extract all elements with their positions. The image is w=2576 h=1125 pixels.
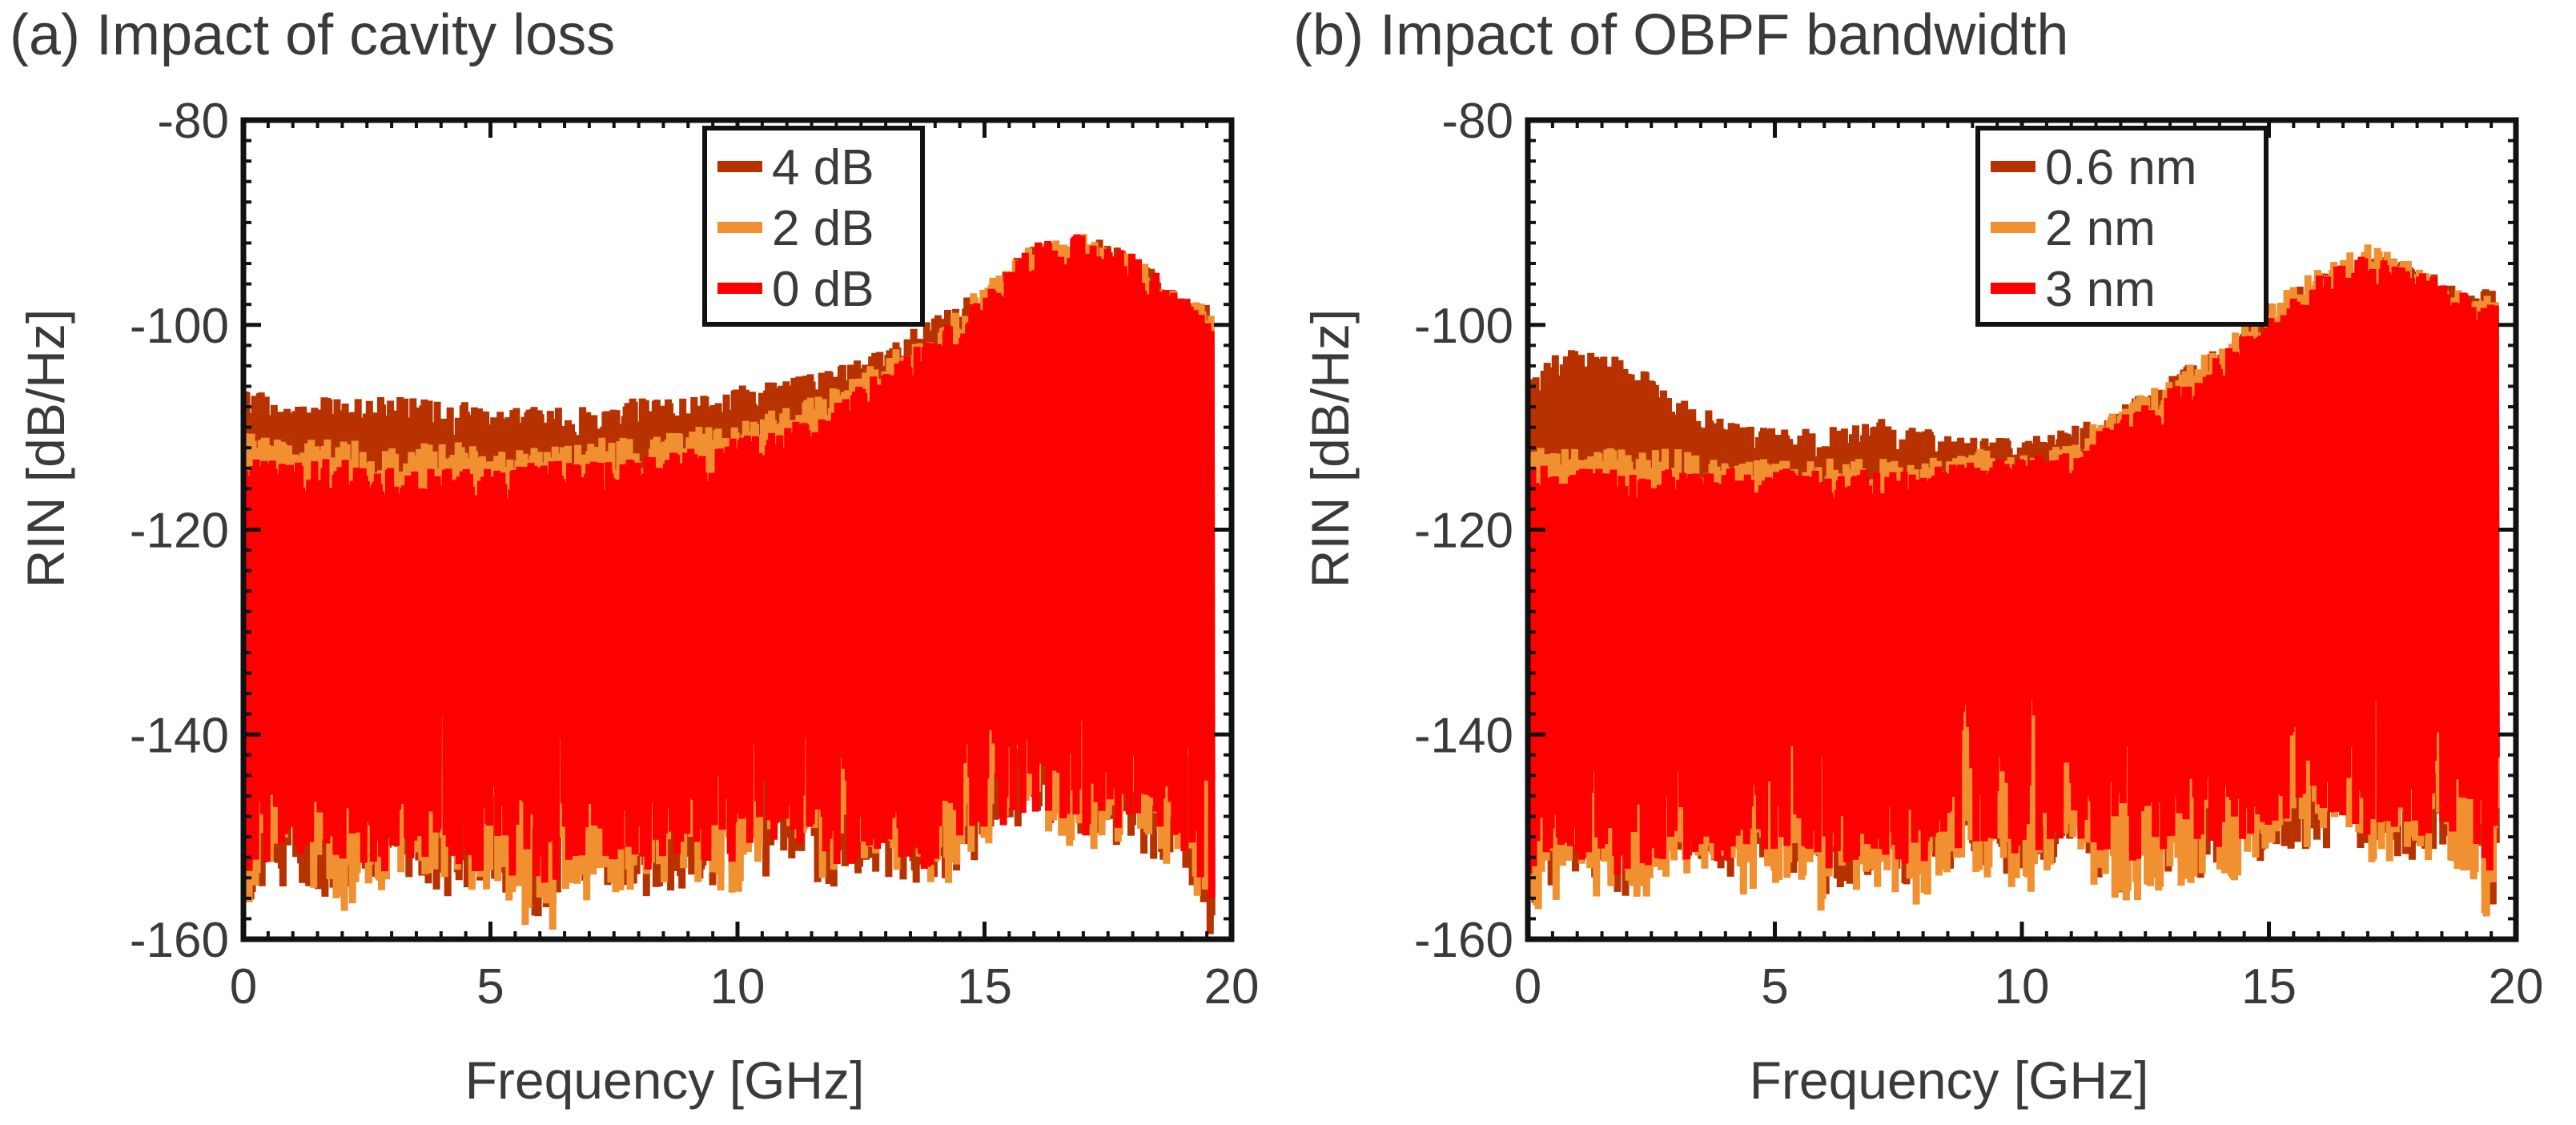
panel-a-plot-area: 0 5 10 15 20 -80 -100 -120 -140 -160 4 dB 2 dB 0 dB [130, 94, 1260, 1015]
panel-a-xtick-label: 0 [230, 959, 257, 1015]
panel-b-ytick-label: -120 [1414, 504, 1513, 559]
panel-b-legend-label: 3 nm [2045, 262, 2156, 317]
panel-b-xtick-label: 10 [1995, 959, 2050, 1015]
panel-a-ytick-label: -140 [130, 708, 229, 763]
panel-a-xtick-label: 5 [476, 959, 504, 1015]
panel-b-ylabel: RIN [dB/Hz] [1300, 309, 1360, 588]
panel-b-xtick-label: 0 [1514, 959, 1541, 1015]
panel-a-series-group [243, 234, 1216, 934]
panel-a-legend: 4 dB 2 dB 0 dB [702, 126, 925, 327]
panel-b-title: (b) Impact of OBPF bandwidth [1293, 3, 2068, 67]
panel-a-series-3 [243, 234, 1216, 898]
panel-a: (a) Impact of cavity loss RIN [dB/Hz] Fr… [10, 3, 1259, 1110]
panel-b-xtick-label: 20 [2489, 959, 2544, 1015]
panel-b-ytick-label: -80 [1441, 94, 1513, 149]
panel-b-series-3 [1528, 256, 2500, 875]
panel-a-xlabel: Frequency [GHz] [465, 1051, 865, 1110]
panel-a-title: (a) Impact of cavity loss [10, 3, 615, 67]
panel-b-legend-label: 2 nm [2045, 201, 2156, 256]
panel-a-xtick-label: 15 [957, 959, 1012, 1015]
panel-b-series-group [1528, 244, 2500, 917]
panel-b-legend-label: 0.6 nm [2045, 140, 2197, 195]
panel-b-xtick-label: 15 [2241, 959, 2297, 1015]
panel-a-legend-label: 4 dB [772, 140, 874, 195]
panel-b-ytick-label: -100 [1414, 299, 1513, 354]
panel-a-ytick-label: -80 [157, 94, 229, 149]
panel-a-ytick-label: -160 [130, 913, 229, 968]
panel-b-ytick-label: -160 [1414, 913, 1513, 968]
panel-a-xtick-label: 20 [1204, 959, 1260, 1015]
panel-a-legend-label: 2 dB [772, 201, 874, 256]
panel-b-plot-area: 0 5 10 15 20 -80 -100 -120 -140 -160 0.6 nm 2 nm 3 n… [1414, 94, 2544, 1015]
panel-b-legend: 0.6 nm 2 nm 3 nm [1975, 126, 2269, 327]
panel-b-xlabel: Frequency [GHz] [1750, 1051, 2149, 1110]
panel-b-ytick-label: -140 [1414, 708, 1513, 763]
panel-a-legend-label: 0 dB [772, 262, 874, 317]
panel-a-xtick-label: 10 [710, 959, 766, 1015]
panel-a-ylabel: RIN [dB/Hz] [16, 309, 75, 588]
panel-a-ytick-label: -120 [130, 504, 229, 559]
panel-a-ytick-label: -100 [130, 299, 229, 354]
panel-b-xtick-label: 5 [1761, 959, 1788, 1015]
panel-a-minor-ticks [242, 119, 1233, 941]
panel-b: (b) Impact of OBPF bandwidth RIN [dB/Hz]… [1293, 3, 2543, 1110]
